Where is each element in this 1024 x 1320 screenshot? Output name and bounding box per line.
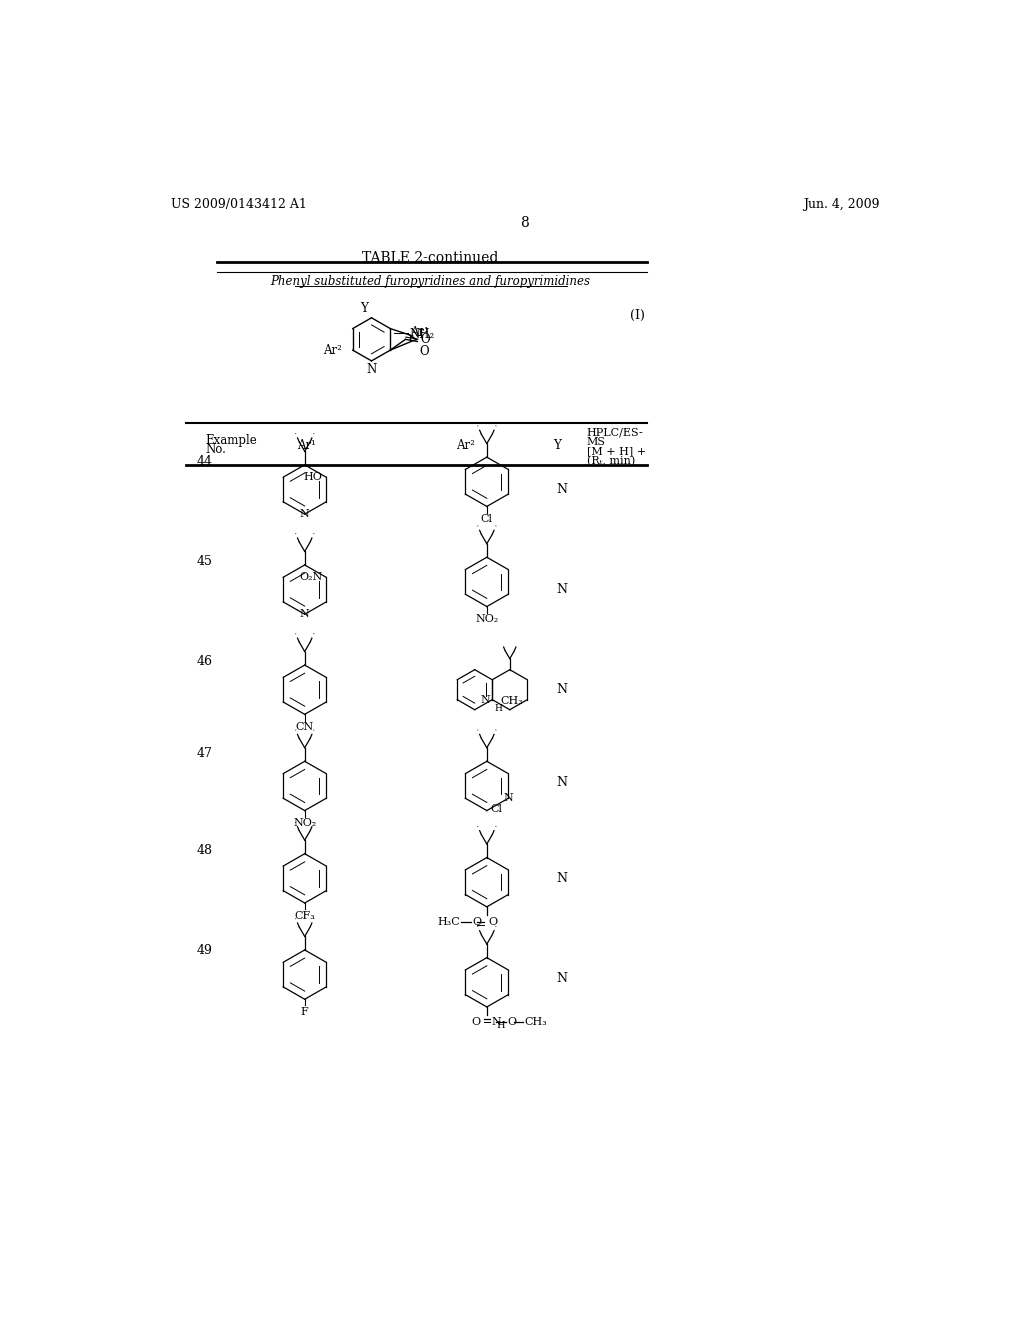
Text: Ar¹: Ar¹ (410, 326, 429, 339)
Text: O: O (420, 345, 429, 358)
Text: O: O (488, 917, 498, 927)
Text: F: F (301, 1007, 308, 1016)
Text: (I): (I) (630, 309, 645, 322)
Text: O: O (471, 1016, 480, 1027)
Text: Ar²: Ar² (456, 440, 474, 453)
Text: Cl: Cl (481, 515, 493, 524)
Text: 46: 46 (197, 655, 212, 668)
Text: N: N (492, 1016, 501, 1027)
Text: N: N (480, 694, 489, 705)
Text: CH₃: CH₃ (500, 696, 522, 706)
Text: CF₃: CF₃ (294, 911, 315, 920)
Text: N: N (557, 684, 567, 696)
Text: NO₂: NO₂ (475, 614, 499, 624)
Text: H: H (497, 1020, 506, 1030)
Text: CH₃: CH₃ (524, 1016, 547, 1027)
Text: 48: 48 (197, 843, 212, 857)
Text: 44: 44 (197, 455, 212, 467)
Text: CN: CN (296, 722, 313, 733)
Text: 49: 49 (197, 944, 212, 957)
Text: N: N (504, 793, 513, 804)
Text: Ar¹: Ar¹ (297, 440, 315, 453)
Text: MS: MS (587, 437, 606, 447)
Text: Phenyl substituted furopyridines and furopyrimidines: Phenyl substituted furopyridines and fur… (270, 276, 590, 289)
Text: O: O (472, 917, 481, 927)
Text: N: N (557, 776, 567, 788)
Text: 47: 47 (197, 747, 212, 760)
Text: 45: 45 (197, 554, 212, 568)
Text: N: N (557, 483, 567, 496)
Text: Jun. 4, 2009: Jun. 4, 2009 (803, 198, 880, 211)
Text: NH₂: NH₂ (410, 329, 435, 341)
Text: [M + H] +: [M + H] + (587, 446, 646, 457)
Text: N: N (300, 510, 309, 519)
Text: Y: Y (360, 302, 369, 315)
Text: N: N (300, 610, 309, 619)
Text: H: H (495, 704, 503, 713)
Text: HO: HO (303, 473, 323, 482)
Text: HPLC/ES-: HPLC/ES- (587, 428, 643, 438)
Text: TABLE 2-continued: TABLE 2-continued (362, 251, 499, 265)
Text: Example: Example (206, 434, 257, 447)
Text: (Rₜ, min): (Rₜ, min) (587, 455, 635, 466)
Text: O: O (420, 333, 430, 346)
Text: 8: 8 (520, 216, 529, 230)
Text: N: N (557, 871, 567, 884)
Text: US 2009/0143412 A1: US 2009/0143412 A1 (171, 198, 306, 211)
Text: N: N (557, 972, 567, 985)
Text: N: N (367, 363, 377, 376)
Text: No.: No. (206, 444, 226, 457)
Text: NO₂: NO₂ (293, 818, 316, 828)
Text: Cl: Cl (490, 804, 503, 814)
Text: H₃C: H₃C (437, 917, 460, 927)
Text: Ar²: Ar² (323, 343, 342, 356)
Text: O₂N: O₂N (299, 573, 323, 582)
Text: Y: Y (553, 440, 560, 453)
Text: O: O (508, 1016, 517, 1027)
Text: N: N (557, 583, 567, 597)
